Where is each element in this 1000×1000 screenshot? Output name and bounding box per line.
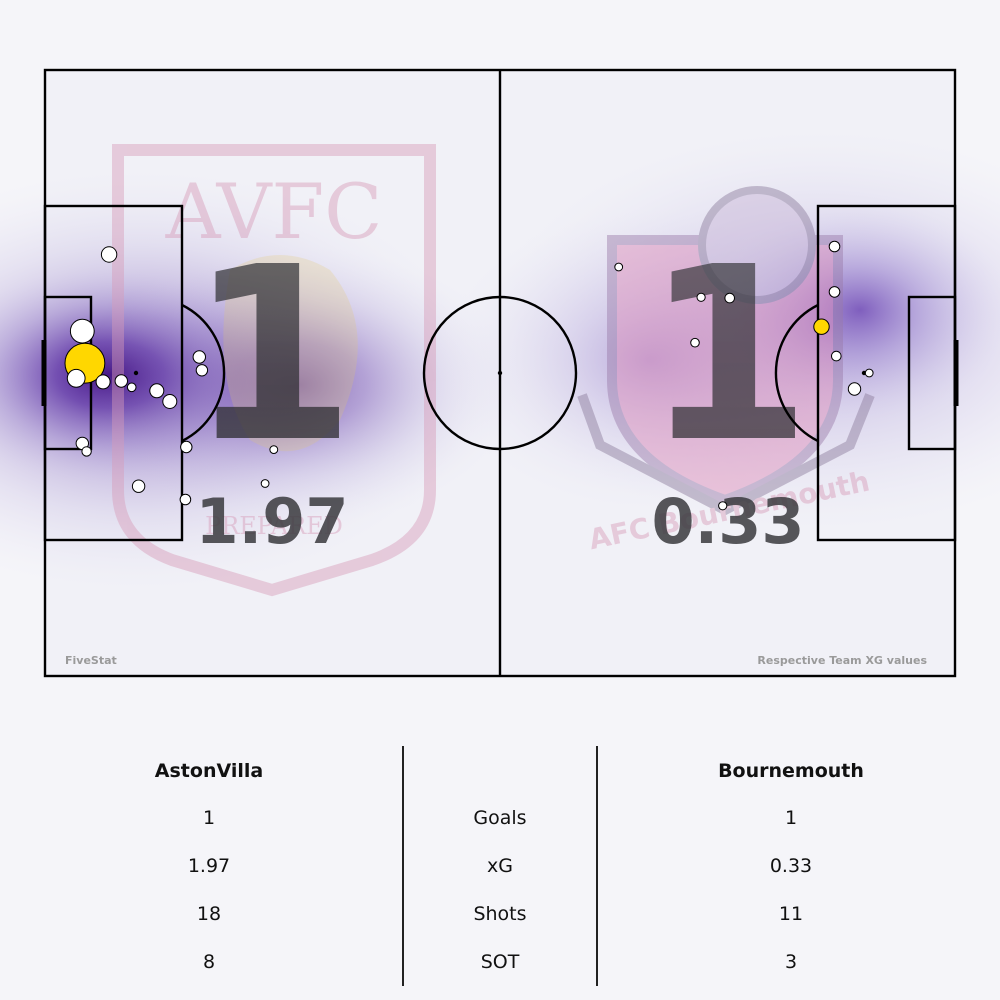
home-shot-16	[179, 493, 192, 506]
away-penalty-arc	[774, 303, 819, 443]
home-crest: AVFC PREPARED	[112, 144, 436, 597]
home-shot-5	[95, 374, 111, 390]
away-shot-11	[718, 501, 728, 511]
stats-divider-left	[402, 746, 404, 986]
away-team-name: Bournemouth	[718, 760, 864, 782]
caption-label: Respective Team XG values	[757, 654, 927, 667]
home-shot-18	[260, 479, 270, 488]
stat-label-xg: xG	[487, 855, 513, 877]
away-goal-3	[813, 318, 830, 335]
away-shots	[614, 240, 874, 511]
home-shot-13	[81, 446, 92, 457]
goal-marks	[41, 340, 959, 406]
home-goals: 1	[202, 807, 216, 829]
centre-spot	[497, 370, 503, 376]
away-shot-9	[724, 292, 736, 304]
home-shots: 18	[196, 903, 222, 925]
home-shot-6	[114, 374, 129, 388]
stat-label-shots: Shots	[473, 903, 527, 925]
home-shot-15	[180, 440, 193, 454]
away-shot-10	[690, 337, 700, 348]
away-xg: 0.33	[769, 855, 813, 877]
stat-label-sot: SOT	[480, 951, 520, 973]
away-shot-4	[831, 350, 842, 362]
home-shot-11	[195, 364, 209, 377]
home-shot-7	[126, 382, 137, 393]
away-shot-7	[614, 262, 624, 272]
stats-table: AstonVilla Bournemouth 1 Goals 1 1.97 xG…	[0, 740, 1000, 990]
credit-label: FiveStat	[65, 654, 117, 667]
away-goals: 1	[784, 807, 798, 829]
away-shots: 11	[778, 903, 804, 925]
home-shot-4	[66, 368, 86, 388]
home-shot-10	[192, 350, 207, 364]
home-shot-8	[149, 383, 165, 399]
home-team-name: AstonVilla	[154, 760, 264, 782]
away-shot-1	[828, 240, 841, 253]
home-xg: 1.97	[187, 855, 231, 877]
home-crest-motto: PREPARED	[205, 512, 343, 540]
home-xg-overlay: 1.97	[196, 485, 349, 558]
centre-circle	[422, 295, 578, 451]
home-penalty-spot	[133, 370, 139, 376]
away-xg-overlay: 0.33	[652, 485, 805, 558]
away-shot-6	[847, 382, 862, 396]
shot-map: AVFC PREPARED AFC Bournemouth 1 1 1.97 0…	[0, 68, 1000, 678]
away-shot-5	[864, 368, 874, 378]
home-shot-1	[100, 246, 118, 263]
home-shot-17	[269, 445, 279, 455]
stats-divider-right	[596, 746, 598, 986]
home-sot: 8	[202, 951, 216, 973]
away-goals-overlay: 1	[645, 215, 812, 495]
home-shot-14	[131, 479, 146, 493]
away-shot-8	[696, 292, 706, 302]
home-shot-9	[162, 394, 178, 409]
away-shot-2	[828, 286, 841, 298]
home-crest-text: AVFC	[165, 167, 383, 256]
home-shot-2	[69, 318, 95, 344]
home-heatmap	[0, 170, 520, 590]
home-penalty-arc	[181, 303, 226, 443]
stat-label-goals: Goals	[473, 807, 527, 829]
away-sot: 3	[784, 951, 798, 973]
home-shots	[64, 246, 279, 506]
